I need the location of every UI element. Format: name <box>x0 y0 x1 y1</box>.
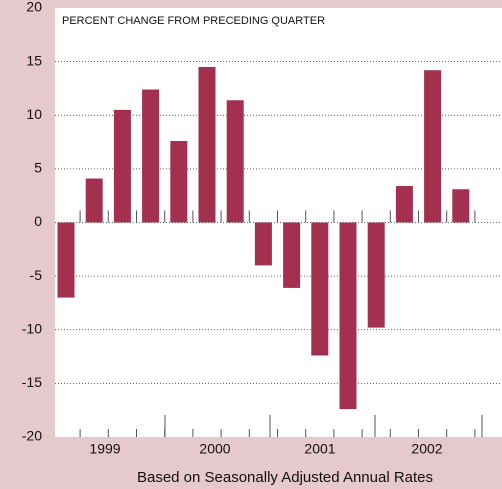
bar <box>395 186 413 223</box>
bar <box>339 222 357 410</box>
bar <box>142 89 160 223</box>
x-tick-label: 2000 <box>199 441 230 457</box>
y-tick-label: -15 <box>22 374 42 390</box>
y-tick-label: -20 <box>22 428 42 444</box>
bar <box>254 222 272 266</box>
bar <box>113 109 131 223</box>
bar <box>226 100 244 223</box>
bar <box>311 222 329 356</box>
y-tick-label: 15 <box>26 52 42 68</box>
bar <box>85 178 103 223</box>
bar <box>367 222 385 328</box>
y-tick-label: 0 <box>34 213 42 229</box>
x-tick-label: 2002 <box>411 441 442 457</box>
bar <box>57 222 75 298</box>
bar <box>170 140 188 223</box>
y-tick-label: -10 <box>22 320 42 336</box>
bar <box>452 189 470 223</box>
y-tick-label: 10 <box>26 106 42 122</box>
y-tick-label: -5 <box>30 267 43 283</box>
bar <box>424 70 442 223</box>
x-axis-label: Based on Seasonally Adjusted Annual Rate… <box>137 469 433 486</box>
x-tick-label: 1999 <box>89 441 120 457</box>
x-tick-label: 2001 <box>304 441 335 457</box>
bar <box>283 222 301 288</box>
y-tick-label: 5 <box>34 160 42 176</box>
bar <box>198 66 216 223</box>
chart-title: PERCENT CHANGE FROM PRECEDING QUARTER <box>62 15 325 27</box>
y-tick-label: 20 <box>26 0 42 15</box>
